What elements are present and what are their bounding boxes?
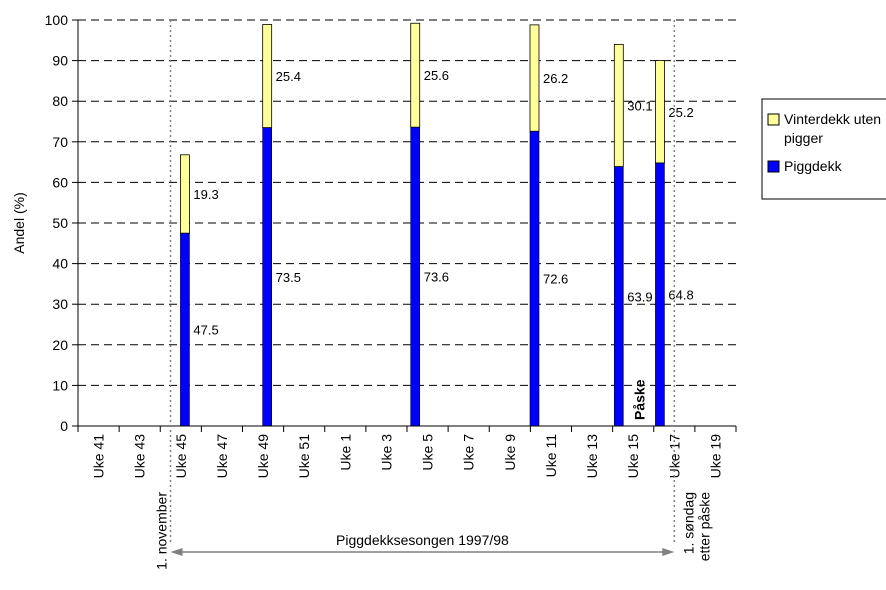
- x-tick-label: Uke 15: [625, 434, 641, 479]
- season-end-label-line1: 1. søndag: [680, 492, 696, 554]
- x-tick-label: Uke 7: [461, 434, 477, 471]
- legend-label-vinterdekk-line2: pigger: [784, 130, 823, 146]
- x-tick-label: Uke 51: [296, 434, 312, 479]
- bar-vinterdekk-4: [613, 43, 624, 167]
- bar-piggdekk-0: [180, 232, 190, 427]
- y-tick-label: 80: [52, 93, 68, 109]
- x-tick-label: Uke 9: [502, 434, 518, 471]
- x-tick-label: Uke 45: [173, 434, 189, 479]
- x-tick-label: Uke 19: [707, 434, 723, 479]
- data-label-piggdekk-3: 72.6: [543, 272, 568, 287]
- data-label-piggdekk-0: 47.5: [193, 323, 218, 338]
- bar-vinterdekk-3: [529, 24, 540, 132]
- data-label-piggdekk-1: 73.5: [276, 270, 301, 285]
- legend-swatch-vinterdekk: [767, 113, 780, 126]
- y-tick-label: 10: [52, 377, 68, 393]
- bar-piggdekk-3: [529, 130, 540, 427]
- data-label-piggdekk-5: 64.8: [668, 287, 693, 302]
- x-tick-label: Uke 3: [378, 434, 394, 471]
- x-tick-label: Uke 5: [420, 434, 436, 471]
- y-axis-label: Andel (%): [11, 192, 27, 253]
- x-tick-label: Uke 47: [214, 434, 230, 479]
- data-label-vinterdekk-1: 25.4: [276, 69, 301, 84]
- data-label-piggdekk-2: 73.6: [424, 270, 449, 285]
- y-tick-label: 50: [52, 215, 68, 231]
- y-tick-label: 30: [52, 296, 68, 312]
- data-label-vinterdekk-3: 26.2: [543, 71, 568, 86]
- data-label-vinterdekk-2: 25.6: [424, 68, 449, 83]
- x-tick-label: Uke 11: [543, 434, 559, 478]
- y-tick-label: 90: [52, 53, 68, 69]
- legend-label-piggdekk: Piggdekk: [784, 158, 843, 174]
- season-end-label-line2: etter påske: [696, 492, 712, 561]
- data-label-vinterdekk-0: 19.3: [193, 187, 218, 202]
- y-tick-labels: 0 10 20 30 40 50 60 70 80 90 100: [45, 12, 69, 434]
- bar-piggdekk-1: [262, 127, 272, 427]
- y-tick-label: 20: [52, 337, 68, 353]
- y-tick-label: 70: [52, 134, 68, 150]
- data-label-piggdekk-4: 63.9: [627, 289, 652, 304]
- gridlines: [78, 19, 736, 386]
- season-label: Piggdekksesongen 1997/98: [336, 532, 509, 548]
- x-tick-label: Uke 43: [132, 434, 148, 479]
- bar-vinterdekk-5: [655, 60, 665, 164]
- bar-piggdekk-2: [410, 126, 421, 427]
- data-label-vinterdekk-5: 25.2: [668, 105, 693, 120]
- legend-swatch-piggdekk: [767, 160, 780, 173]
- bars: [180, 22, 665, 427]
- bar-piggdekk-4: [613, 166, 624, 427]
- bar-vinterdekk-0: [180, 154, 190, 234]
- easter-label: Påske: [631, 379, 647, 420]
- season-start-label: 1. november: [154, 492, 170, 570]
- x-tick-label: Uke 13: [584, 434, 600, 479]
- y-tick-label: 100: [45, 12, 69, 28]
- annotations: Piggdekksesongen 1997/98 1. november 1. sø…: [154, 20, 712, 570]
- axes: [72, 19, 737, 432]
- season-arrow-left-head: [170, 548, 183, 556]
- season-arrow-right-head: [662, 548, 675, 556]
- x-tick-label: Uke 49: [255, 434, 271, 479]
- x-tick-labels: Uke 41 Uke 43 Uke 45 Uke 47 Uke 49 Uke 51 Uke …: [91, 434, 724, 479]
- legend-label-vinterdekk-line1: Vinterdekk uten: [784, 111, 881, 127]
- y-tick-label: 40: [52, 256, 68, 272]
- x-tick-label: Uke 1: [337, 434, 353, 471]
- legend-box: [761, 98, 886, 200]
- bar-vinterdekk-1: [262, 24, 273, 128]
- bar-vinterdekk-2: [410, 22, 421, 128]
- y-tick-label: 0: [60, 418, 68, 434]
- legend: Vinterdekk uten pigger Piggdekk: [761, 98, 886, 200]
- data-label-vinterdekk-4: 30.1: [627, 98, 652, 113]
- y-tick-label: 60: [52, 174, 68, 190]
- x-tick-label: Uke 41: [91, 434, 107, 479]
- bar-piggdekk-5: [655, 162, 665, 427]
